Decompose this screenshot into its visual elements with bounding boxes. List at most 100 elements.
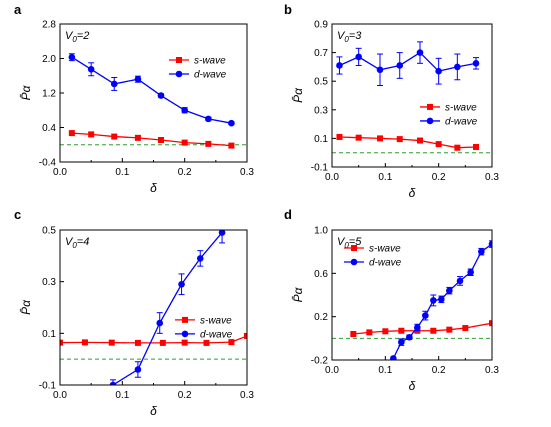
panel-d-ytick-label: 1.0: [314, 226, 328, 237]
panel-d-series-d-wave-point: [438, 296, 445, 303]
panel-a-legend-d-wave-marker: [175, 70, 183, 78]
panel-c-series-d-wave-point: [178, 280, 185, 288]
panel-a-legend-s-wave-marker: [176, 57, 182, 63]
panel-d-ytick-label: 0.2: [314, 312, 328, 323]
panel-d-series-d-wave-point: [430, 297, 437, 304]
panel-b-legend-d-wave-label: d-wave: [445, 116, 478, 127]
panel-a-series-d-wave-point: [134, 75, 142, 83]
panel-c-series-d-wave-point: [218, 230, 226, 236]
panel-d-xtick-label: 0.2: [432, 365, 446, 376]
panel-c-xtick-label: 0.0: [53, 390, 67, 401]
panel-d-legend-s-wave-label: s-wave: [369, 244, 401, 255]
panel-c: c 0.0 0.1 0.2 0.3 -0.1 0.1 0.3 0.5 V0=4 δ P̄α s-wave…: [14, 207, 254, 418]
panel-d-legend-d-wave-marker: [350, 258, 358, 266]
panel-b-annotation: V0=3: [337, 30, 362, 44]
panel-d-ytick-label: 0.6: [314, 269, 328, 280]
panel-d-series-s-wave-point: [366, 329, 373, 336]
panel-d-series-s-wave: [350, 320, 492, 337]
panel-a-series-s-wave-point: [68, 130, 75, 137]
panel-d-series-s-wave-point: [350, 331, 357, 337]
panel-c-legend-d-wave-marker: [181, 330, 189, 338]
panel-b-xtick-label: 0.2: [432, 172, 446, 183]
panel-d: d0.0 0.1 0.2 0.3-0.20.20.61.0V0=5δP̄αs-wave…: [284, 207, 499, 393]
panel-b-series-s-wave-point: [377, 135, 383, 142]
panel-c-series-s-wave-point: [244, 332, 247, 339]
panel-d-series-d-wave-point: [467, 268, 474, 276]
panel-a-series-d-wave-point: [205, 115, 212, 123]
panel-c-series-d-wave-line: [112, 232, 223, 385]
panel-a-annotation: V0=2: [65, 30, 89, 44]
panel-a-series-s-wave-point: [205, 140, 212, 147]
panel-b-legend-s-wave-marker: [427, 103, 433, 110]
panel-c-series-s-wave-point: [228, 339, 235, 346]
panel-c-legend-d-wave-label: d-wave: [200, 329, 233, 340]
panel-d-legend-d-wave-label: d-wave: [369, 258, 402, 269]
panel-d-xlabel: δ: [409, 379, 416, 393]
panel-d-series-d-wave-point: [456, 277, 464, 285]
panel-c-ytick-label: -0.1: [39, 381, 57, 392]
panel-b-xtick-label: 0.1: [378, 172, 392, 183]
panel-b-ytick-label: 0.5: [314, 77, 328, 88]
panel-d-series-d-wave-point: [422, 312, 429, 319]
panel-b-series-s-wave-point: [417, 137, 423, 144]
panel-b-legend-s-wave-label: s-wave: [445, 102, 477, 113]
panel-b-xtick-label: 0.0: [325, 172, 339, 183]
panel-b-series-s-wave-point: [336, 133, 343, 140]
panel-a-series-s-wave-point: [228, 142, 235, 149]
panel-a-series-d-wave-point: [68, 53, 76, 61]
panel-a-legend-s-wave-label: s-wave: [194, 56, 226, 67]
panel-c-ytick-label: 0.3: [42, 277, 56, 288]
panel-c-series-s-wave: [60, 332, 247, 346]
panel-d-xtick-label: 0.0: [325, 365, 339, 376]
panel-c-series-d-wave: [109, 230, 226, 385]
panel-b-series-d-wave-point: [355, 53, 362, 61]
panel-a: a 0.0 0.1 0.2 0.3 -0.4 0.4 1.2 2.0 2.8 V0=2 δ P̄α s-w…: [14, 2, 254, 195]
panel-b-ytick-label: 0.7: [314, 48, 328, 59]
panel-a-xtick-label: 0.1: [115, 167, 129, 178]
panel-b-series-s-wave-point: [396, 136, 403, 143]
panel-a-series-d-wave: [68, 53, 235, 127]
panel-c-xtick-label: 0.2: [178, 390, 192, 401]
panel-a-legend-d-wave-label: d-wave: [194, 70, 227, 81]
panel-d-frame: [331, 229, 493, 361]
panel-b-series-s-wave-point: [435, 141, 442, 148]
panel-d-series-d-wave-point: [446, 287, 453, 294]
panel-b-ytick-label: 0.3: [314, 105, 328, 116]
panel-a-series-s-wave-point: [134, 134, 141, 141]
panel-c-ytick-label: 0.5: [42, 226, 56, 237]
panel-c-letter: c: [14, 207, 21, 222]
panel-c-series-d-wave-point: [109, 381, 117, 385]
panel-b-ytick-label: 0.9: [314, 20, 328, 31]
panel-d-xtick-label: 0.3: [485, 365, 499, 376]
panel-b-series-s-wave-point: [355, 134, 362, 141]
panel-b: b 0.0 0.1 0.2 0.3 -0.1 0.1 0.3 0.5 0.7 0.9 V0=3 δ P̄α…: [284, 2, 499, 200]
panel-d-letter: d: [284, 207, 292, 222]
panel-a-series-s-wave-point: [181, 139, 188, 146]
panel-b-ylabel: P̄α: [291, 87, 305, 103]
panel-a-series-s-wave-line: [71, 132, 232, 147]
panel-c-annotation: V0=4: [65, 236, 89, 250]
panel-b-series-d-wave-point: [472, 60, 480, 67]
panel-d-series-d-wave-point: [488, 240, 492, 248]
panel-a-ytick-label: 2.0: [42, 54, 56, 65]
panel-a-xtick-label: 0.3: [240, 167, 254, 178]
panel-c-xtick-label: 0.1: [115, 390, 129, 401]
panel-d-series-s-wave-point: [446, 326, 453, 333]
panel-c-series-s-wave-point: [60, 339, 63, 346]
panel-b-series-s-wave-point: [454, 144, 461, 151]
panel-c-series-s-wave-point: [203, 339, 210, 346]
panel-d-series-s-wave-point: [430, 327, 437, 334]
panel-c-series-s-wave-point: [134, 339, 141, 346]
panel-c-ylabel: P̄α: [19, 299, 33, 315]
panel-d-series-d-wave: [390, 240, 492, 360]
panel-a-ytick-label: 0.4: [42, 123, 56, 134]
panel-b-frame: [331, 23, 493, 168]
panel-d-series-s-wave-point: [398, 327, 405, 334]
panel-c-frame: [59, 229, 248, 386]
panel-b-series-d-wave-point: [336, 62, 343, 69]
panel-c-legend-s-wave-marker: [182, 316, 188, 323]
panel-a-series-d-wave-point: [87, 65, 95, 73]
panel-a-ytick-label: -0.4: [39, 158, 57, 169]
panel-d-series-s-wave-point: [462, 325, 469, 332]
